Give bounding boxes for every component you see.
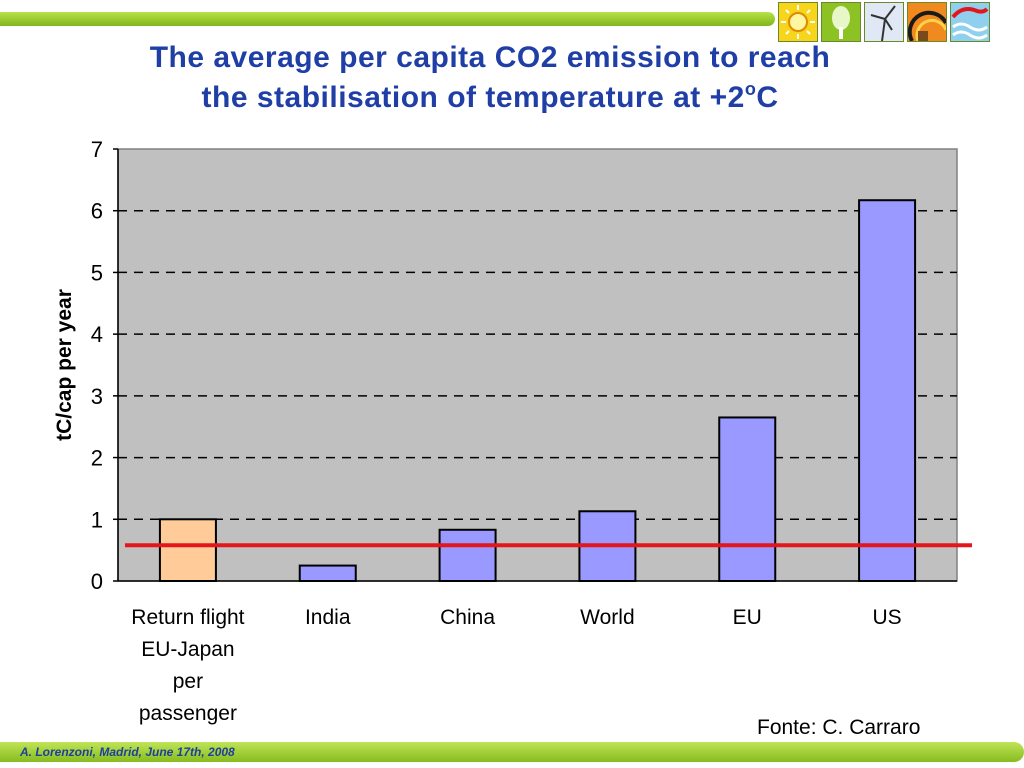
y-tick-label: 0	[91, 569, 103, 594]
x-category-label: US	[872, 606, 901, 629]
y-tick-label: 6	[91, 199, 103, 224]
title-degree-sign: o	[744, 79, 757, 99]
top-decorative-bar	[0, 12, 775, 26]
x-category-label: EU-Japan	[141, 638, 234, 661]
y-tick-label: 3	[91, 384, 103, 409]
slide-title: The average per capita CO2 emission to r…	[40, 38, 940, 118]
title-line-2-text: the stabilisation of temperature at +2	[201, 81, 745, 114]
wind-turbine-icon	[864, 2, 904, 42]
header-icon-strip	[778, 2, 990, 42]
x-category-label: World	[580, 606, 634, 629]
wave-icon	[950, 2, 990, 42]
bottom-decorative-bar	[0, 742, 1024, 762]
x-category-label: Return flight	[131, 606, 244, 629]
bar	[298, 564, 357, 582]
y-tick-label: 1	[91, 507, 103, 532]
x-category-label: per	[173, 670, 203, 693]
footer-credit: A. Lorenzoni, Madrid, June 17th, 2008	[20, 745, 235, 759]
x-category-label: India	[305, 606, 351, 629]
y-tick-label: 4	[91, 322, 103, 347]
y-axis-label: tC/cap per year	[53, 289, 76, 441]
bar	[438, 528, 497, 583]
y-tick-label: 7	[91, 137, 103, 162]
plot-area	[117, 148, 958, 582]
x-category-label: passenger	[139, 702, 237, 725]
title-unit: C	[756, 81, 779, 114]
x-category-label: EU	[733, 606, 762, 629]
bar	[858, 199, 917, 582]
title-line-2: the stabilisation of temperature at +2oC	[40, 78, 940, 118]
title-line-1: The average per capita CO2 emission to r…	[149, 41, 831, 74]
tree-icon	[821, 2, 861, 42]
bar	[158, 518, 217, 582]
rainbow-icon	[907, 2, 947, 42]
y-tick-label: 5	[91, 260, 103, 285]
x-category-label: China	[440, 606, 495, 629]
bar	[718, 416, 777, 583]
sun-icon	[778, 2, 818, 42]
source-note: Fonte: C. Carraro	[757, 716, 921, 739]
y-tick-label: 2	[91, 446, 103, 471]
